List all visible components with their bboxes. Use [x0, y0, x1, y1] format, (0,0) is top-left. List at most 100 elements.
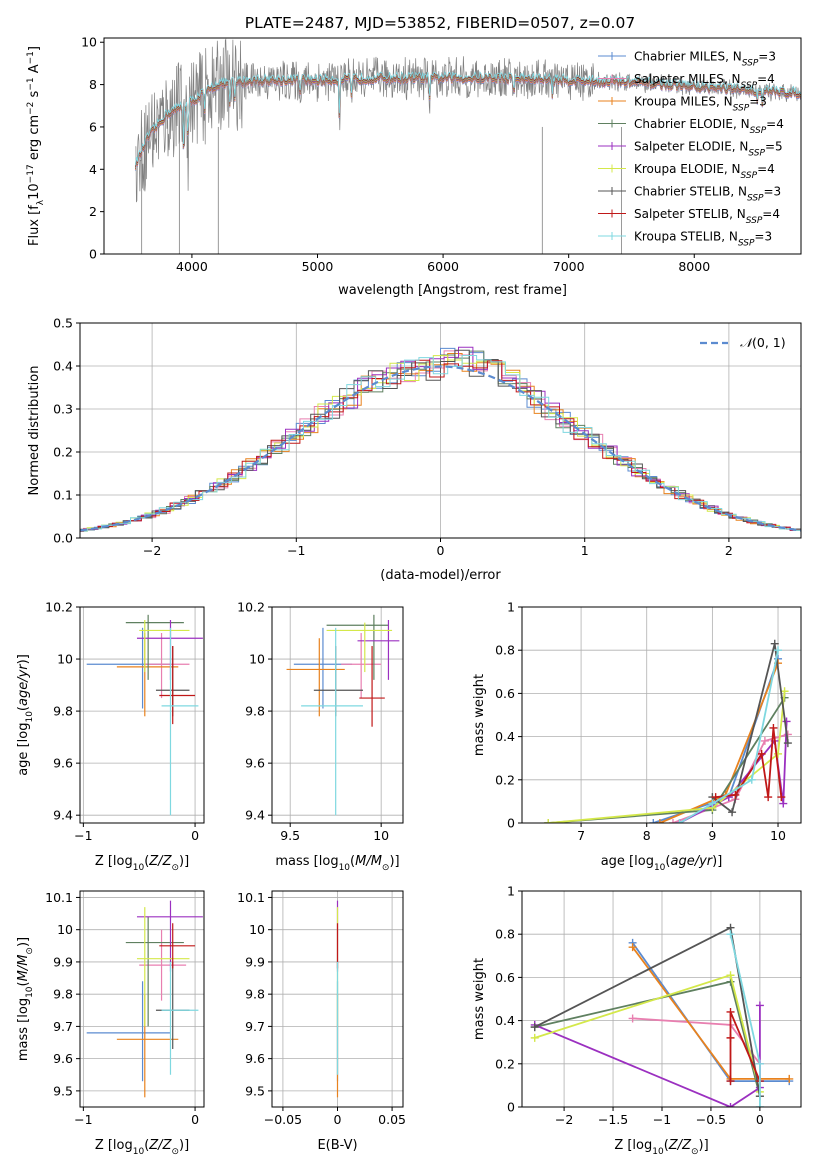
y-tick-label: 1 [507, 600, 515, 615]
y-tick-label: 0.4 [53, 359, 73, 374]
weight-line [548, 691, 786, 823]
y-tick-label: 9.9 [245, 954, 265, 969]
x-tick-label: −1 [287, 543, 305, 558]
y-axis-label: mass weight [472, 674, 487, 756]
axes-spectrum: 4000 5000 6000 7000 8000 0 2 4 6 8 10 Chabrier MILE… [26, 35, 802, 298]
weight-marker [530, 1023, 539, 1032]
errorbar-point [86, 981, 171, 1082]
y-tick-label: 9.6 [53, 1051, 73, 1066]
x-tick-label: −1 [653, 1112, 671, 1127]
axes-mass_vs_z: −1 0 9.5 9.6 9.7 9.8 9.9 10 10.1 Z [log10(Z/Z⊙)] m… [16, 890, 205, 1157]
y-tick-label: 8 [89, 77, 97, 92]
x-tick-label: −1.5 [598, 1112, 628, 1127]
y-tick-label: 0.2 [495, 1056, 515, 1071]
weight-marker [777, 793, 786, 802]
weight-marker [747, 775, 756, 784]
y-tick-label: 9.9 [53, 954, 73, 969]
weight-marker [783, 739, 792, 748]
weight-marker [785, 1074, 794, 1083]
weight-marker [655, 819, 664, 823]
x-tick-label: 2 [725, 543, 733, 558]
weight-marker [726, 971, 735, 980]
y-tick-label: 0.6 [495, 686, 515, 701]
axes-frame [271, 606, 404, 824]
x-tick-label: 9.5 [280, 828, 300, 843]
weight-marker [628, 1014, 637, 1023]
x-tick-label: 7 [577, 828, 585, 843]
weight-marker [755, 1103, 764, 1107]
weight-marker [649, 819, 658, 823]
y-tick-label: 9.8 [53, 987, 73, 1002]
weight-line [711, 643, 789, 814]
weight-line [534, 926, 761, 1097]
x-axis-label: Z [log10(Z/Z⊙)] [614, 1138, 708, 1157]
axes-age_vs_z: −1 0 9.4 9.6 9.8 10 10.2 Z [log10(Z/Z⊙)] age [lo… [16, 600, 205, 873]
axes-frame [79, 606, 205, 824]
plot-area-weight_vs_z [530, 923, 794, 1107]
weight-marker [757, 749, 766, 758]
y-tick-label: 0.5 [53, 316, 73, 331]
errorbar-point [139, 929, 187, 1001]
y-axis-label: mass weight [472, 958, 487, 1040]
y-tick-label: 0 [89, 247, 97, 262]
y-tick-label: 6 [89, 119, 97, 134]
x-axis-label: Z [log10(Z/Z⊙)] [95, 854, 189, 873]
legend-entry: Salpeter STELIB, NSSP=4 [634, 207, 780, 226]
weight-marker [780, 687, 789, 696]
errorbar-point [359, 646, 385, 727]
weight-line [729, 1011, 761, 1082]
weight-marker [726, 1007, 735, 1016]
weight-marker [769, 723, 778, 732]
y-tick-label: 9.5 [245, 1083, 265, 1098]
y-tick-label: 9.6 [245, 756, 265, 771]
weight-marker [779, 799, 788, 808]
x-tick-label: 10 [373, 828, 389, 843]
axes-weight_vs_z: −2 −1.5 −1 −0.5 0 0 0.2 0.4 0.6 0.8 1 Z [log10(Z/Z⊙… [472, 884, 802, 1157]
x-axis-label: age [log10(age/yr)] [601, 854, 723, 873]
y-tick-label: 0.1 [53, 488, 73, 503]
y-tick-label: 0.8 [495, 927, 515, 942]
plot-area-weight_vs_age [544, 639, 792, 823]
errorbar-point [161, 627, 199, 816]
weight-marker [726, 1103, 735, 1107]
plot-area-residuals [80, 346, 801, 533]
y-tick-label: 0.2 [53, 445, 73, 460]
errorbar-point [136, 900, 203, 972]
weight-marker [544, 819, 553, 823]
legend-entry: Chabrier STELIB, NSSP=3 [634, 185, 781, 204]
y-tick-label: 9.5 [53, 1083, 73, 1098]
errorbar-point [144, 633, 190, 699]
errorbar-point [159, 923, 196, 969]
plot-area-spectrum [134, 38, 801, 254]
axes-frame [521, 606, 802, 824]
y-tick-label: 0.0 [53, 531, 73, 546]
x-tick-label: 4000 [176, 259, 208, 274]
x-tick-label: 5000 [302, 259, 334, 274]
weight-marker [731, 790, 740, 799]
y-tick-label: 10 [249, 652, 265, 667]
y-tick-label: 10 [249, 922, 265, 937]
weight-marker [530, 1033, 539, 1042]
weight-marker [675, 819, 684, 823]
weight-line [548, 697, 786, 823]
weight-marker [782, 717, 791, 726]
y-tick-label: 9.7 [53, 1019, 73, 1034]
x-tick-label: −0.05 [264, 1112, 302, 1127]
x-axis-label: wavelength [Angstrom, rest frame] [338, 283, 567, 298]
x-tick-label: 9 [708, 828, 716, 843]
figure-title: PLATE=2487, MJD=53852, FIBERID=0507, z=0… [245, 14, 635, 32]
x-tick-label: 0.05 [378, 1112, 406, 1127]
plot-area-age_vs_z [86, 614, 203, 816]
weight-marker [774, 646, 783, 655]
y-axis-label: Flux [fλ10−17 erg cm−2 s−1 A−1] [26, 46, 46, 246]
legend-entry: Chabrier ELODIE, NSSP=4 [634, 117, 784, 136]
axes-age_vs_mass: 9.5 10 9.4 9.6 9.8 10 10.2 mass [log10(M/M⊙)] [237, 600, 404, 873]
x-axis-label: Z [log10(Z/Z⊙)] [95, 1138, 189, 1157]
y-tick-label: 9.8 [53, 704, 73, 719]
legend-entry: Kroupa MILES, NSSP=3 [634, 95, 767, 114]
plot-area-age_vs_mass [286, 614, 400, 816]
weight-marker [726, 930, 735, 939]
axes-residuals: −2 −1 0 1 2 0.0 0.1 0.2 0.3 0.4 0.5 𝒩(0, 1) (data-mo… [27, 316, 802, 583]
y-tick-label: 10.2 [45, 600, 73, 615]
